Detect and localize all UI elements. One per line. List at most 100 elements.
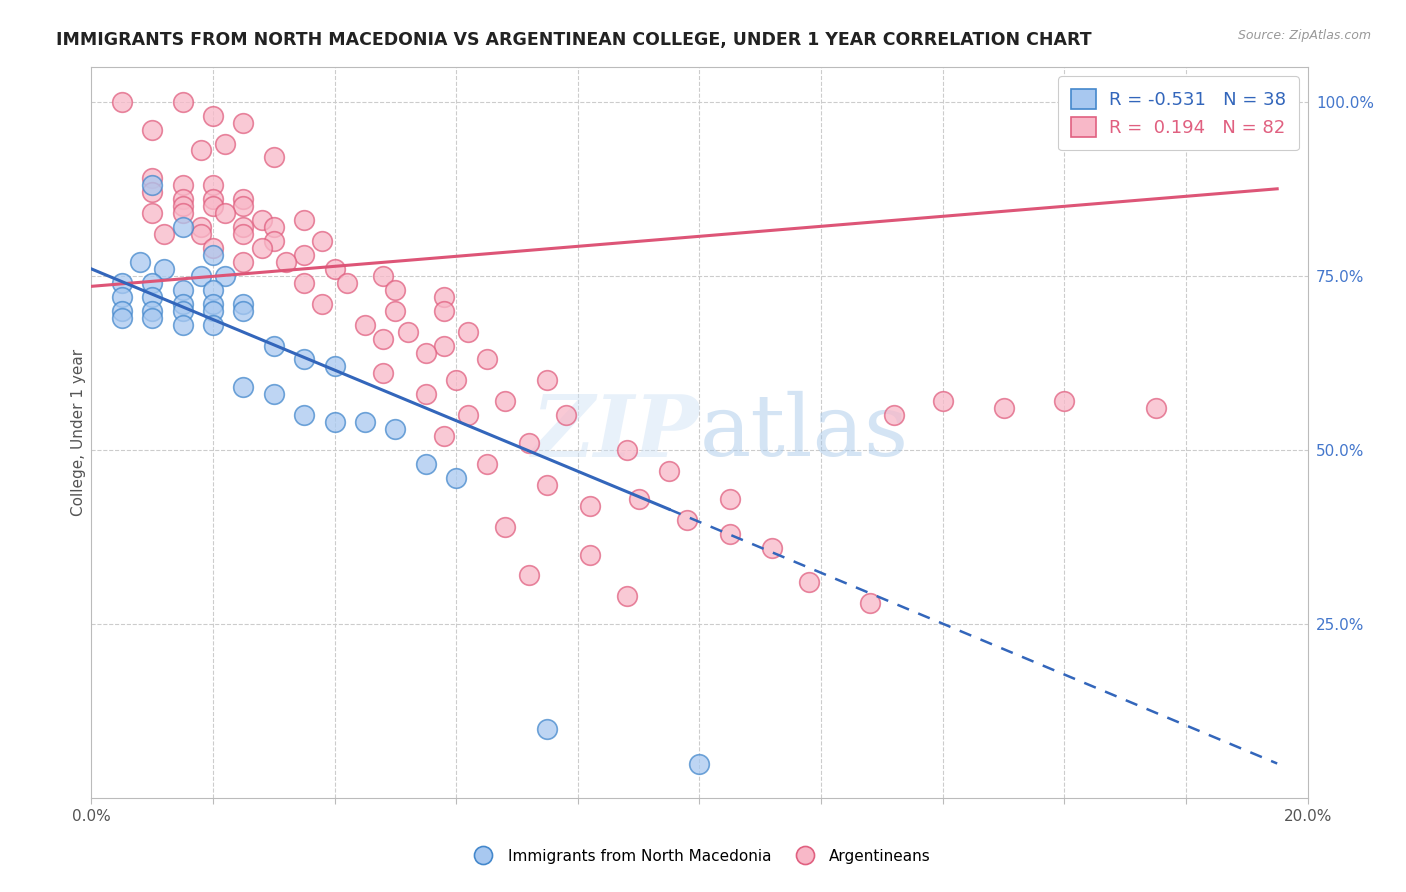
- Point: [172, 178, 194, 193]
- Point: [336, 276, 359, 290]
- Point: [494, 394, 516, 409]
- Point: [384, 283, 406, 297]
- Point: [141, 303, 163, 318]
- Point: [536, 373, 558, 387]
- Point: [153, 261, 176, 276]
- Point: [859, 596, 882, 610]
- Point: [111, 310, 134, 325]
- Point: [627, 491, 650, 506]
- Point: [993, 401, 1015, 416]
- Point: [517, 436, 540, 450]
- Point: [323, 415, 346, 429]
- Point: [172, 297, 194, 311]
- Point: [354, 318, 377, 332]
- Point: [415, 345, 437, 359]
- Point: [688, 756, 710, 771]
- Point: [415, 387, 437, 401]
- Point: [536, 478, 558, 492]
- Point: [202, 178, 225, 193]
- Point: [190, 220, 212, 235]
- Point: [718, 491, 741, 506]
- Point: [292, 276, 315, 290]
- Point: [579, 499, 602, 513]
- Point: [232, 227, 254, 241]
- Point: [323, 261, 346, 276]
- Point: [263, 151, 285, 165]
- Point: [354, 415, 377, 429]
- Point: [172, 206, 194, 220]
- Point: [444, 373, 467, 387]
- Point: [202, 109, 225, 123]
- Point: [111, 290, 134, 304]
- Point: [274, 255, 297, 269]
- Point: [676, 513, 699, 527]
- Point: [214, 268, 236, 283]
- Point: [457, 408, 479, 422]
- Legend: Immigrants from North Macedonia, Argentineans: Immigrants from North Macedonia, Argenti…: [461, 842, 938, 870]
- Point: [415, 457, 437, 471]
- Point: [232, 199, 254, 213]
- Point: [214, 206, 236, 220]
- Point: [232, 297, 254, 311]
- Point: [111, 95, 134, 109]
- Point: [883, 408, 905, 422]
- Text: Source: ZipAtlas.com: Source: ZipAtlas.com: [1237, 29, 1371, 42]
- Point: [129, 255, 152, 269]
- Point: [384, 303, 406, 318]
- Point: [616, 443, 638, 458]
- Point: [141, 290, 163, 304]
- Point: [457, 325, 479, 339]
- Point: [232, 192, 254, 206]
- Point: [433, 303, 456, 318]
- Point: [250, 213, 273, 227]
- Point: [202, 241, 225, 255]
- Point: [616, 590, 638, 604]
- Point: [202, 303, 225, 318]
- Point: [153, 227, 176, 241]
- Point: [396, 325, 419, 339]
- Text: atlas: atlas: [699, 391, 908, 475]
- Point: [141, 206, 163, 220]
- Point: [263, 387, 285, 401]
- Point: [172, 318, 194, 332]
- Point: [444, 471, 467, 485]
- Point: [311, 234, 333, 248]
- Point: [475, 457, 498, 471]
- Point: [292, 408, 315, 422]
- Point: [263, 234, 285, 248]
- Text: IMMIGRANTS FROM NORTH MACEDONIA VS ARGENTINEAN COLLEGE, UNDER 1 YEAR CORRELATION: IMMIGRANTS FROM NORTH MACEDONIA VS ARGEN…: [56, 31, 1092, 49]
- Point: [536, 722, 558, 736]
- Point: [202, 283, 225, 297]
- Point: [141, 186, 163, 200]
- Point: [433, 290, 456, 304]
- Point: [292, 352, 315, 367]
- Point: [517, 568, 540, 582]
- Point: [190, 144, 212, 158]
- Point: [797, 575, 820, 590]
- Point: [111, 276, 134, 290]
- Point: [232, 380, 254, 394]
- Point: [263, 220, 285, 235]
- Point: [761, 541, 783, 555]
- Point: [202, 318, 225, 332]
- Point: [141, 276, 163, 290]
- Point: [190, 227, 212, 241]
- Point: [214, 136, 236, 151]
- Point: [172, 192, 194, 206]
- Point: [172, 220, 194, 235]
- Point: [1053, 394, 1076, 409]
- Point: [433, 338, 456, 352]
- Point: [718, 526, 741, 541]
- Point: [172, 283, 194, 297]
- Point: [232, 115, 254, 129]
- Point: [373, 367, 395, 381]
- Point: [232, 255, 254, 269]
- Point: [494, 519, 516, 533]
- Point: [141, 178, 163, 193]
- Point: [202, 199, 225, 213]
- Y-axis label: College, Under 1 year: College, Under 1 year: [70, 349, 86, 516]
- Point: [141, 310, 163, 325]
- Point: [579, 548, 602, 562]
- Point: [202, 297, 225, 311]
- Point: [373, 332, 395, 346]
